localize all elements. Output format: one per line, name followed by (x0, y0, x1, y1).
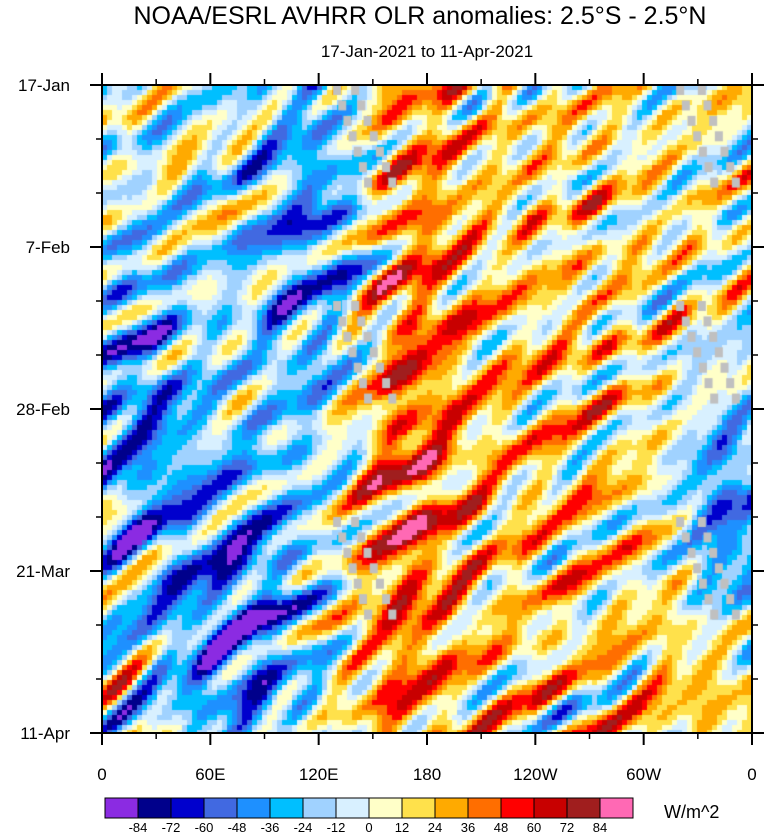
plot-area (101, 84, 753, 734)
x-tick-label: 0 (747, 765, 756, 784)
colorbar-label: -24 (294, 820, 313, 834)
colorbar-swatch (434, 797, 469, 819)
colorbar-swatch (368, 797, 403, 819)
colorbar-label: 24 (428, 820, 442, 834)
y-tick-label: 21-Mar (16, 562, 70, 581)
units-label: W/m^2 (664, 802, 719, 822)
x-tick-label: 120W (513, 765, 557, 784)
y-tick-label: 7-Feb (26, 238, 70, 257)
x-tick-label: 0 (97, 765, 106, 784)
colorbar-swatch (137, 797, 172, 819)
colorbar-label: -72 (162, 820, 181, 834)
x-tick-label: 60W (626, 765, 661, 784)
colorbar-label: -36 (261, 820, 280, 834)
colorbar-swatch (335, 797, 370, 819)
colorbar-swatch (566, 797, 601, 819)
colorbar-swatch (104, 797, 139, 819)
colorbar: -84 -72 -60 -48 -36 -24 -12 0 12 24 36 48 60 72 84 (104, 797, 634, 834)
colorbar-swatch (467, 797, 502, 819)
colorbar-swatch (269, 797, 304, 819)
x-tick-label: 180 (413, 765, 441, 784)
y-tick-label: 17-Jan (18, 76, 70, 95)
colorbar-label: 36 (461, 820, 475, 834)
x-tick-label: 60E (195, 765, 225, 784)
colorbar-swatch (236, 797, 271, 819)
colorbar-swatch (170, 797, 205, 819)
x-tick-label: 120E (299, 765, 339, 784)
x-axis: 0 60E 120E 180 120W 60W 0 (97, 73, 757, 784)
colorbar-label: -84 (129, 820, 148, 834)
colorbar-label: 84 (593, 820, 607, 834)
colorbar-swatch (599, 797, 634, 819)
chart-subtitle: 17-Jan-2021 to 11-Apr-2021 (321, 42, 533, 61)
colorbar-swatch (401, 797, 436, 819)
colorbar-label: 72 (560, 820, 574, 834)
y-tick-label: 28-Feb (16, 400, 70, 419)
y-axis: 17-Jan 7-Feb 28-Feb 21-Mar 11-Apr (16, 76, 764, 743)
colorbar-label: 48 (494, 820, 508, 834)
colorbar-label: 0 (365, 820, 372, 834)
colorbar-swatch (203, 797, 238, 819)
colorbar-label: 60 (527, 820, 541, 834)
colorbar-swatch (302, 797, 337, 819)
chart-title: NOAA/ESRL AVHRR OLR anomalies: 2.5°S - 2… (134, 2, 707, 30)
colorbar-label: -48 (228, 820, 247, 834)
colorbar-label: -60 (195, 820, 214, 834)
colorbar-label: 12 (395, 820, 409, 834)
y-tick-label: 11-Apr (20, 724, 70, 743)
heatmap-field (102, 85, 752, 733)
colorbar-swatch (533, 797, 568, 819)
colorbar-swatch (500, 797, 535, 819)
colorbar-label: -12 (327, 820, 346, 834)
